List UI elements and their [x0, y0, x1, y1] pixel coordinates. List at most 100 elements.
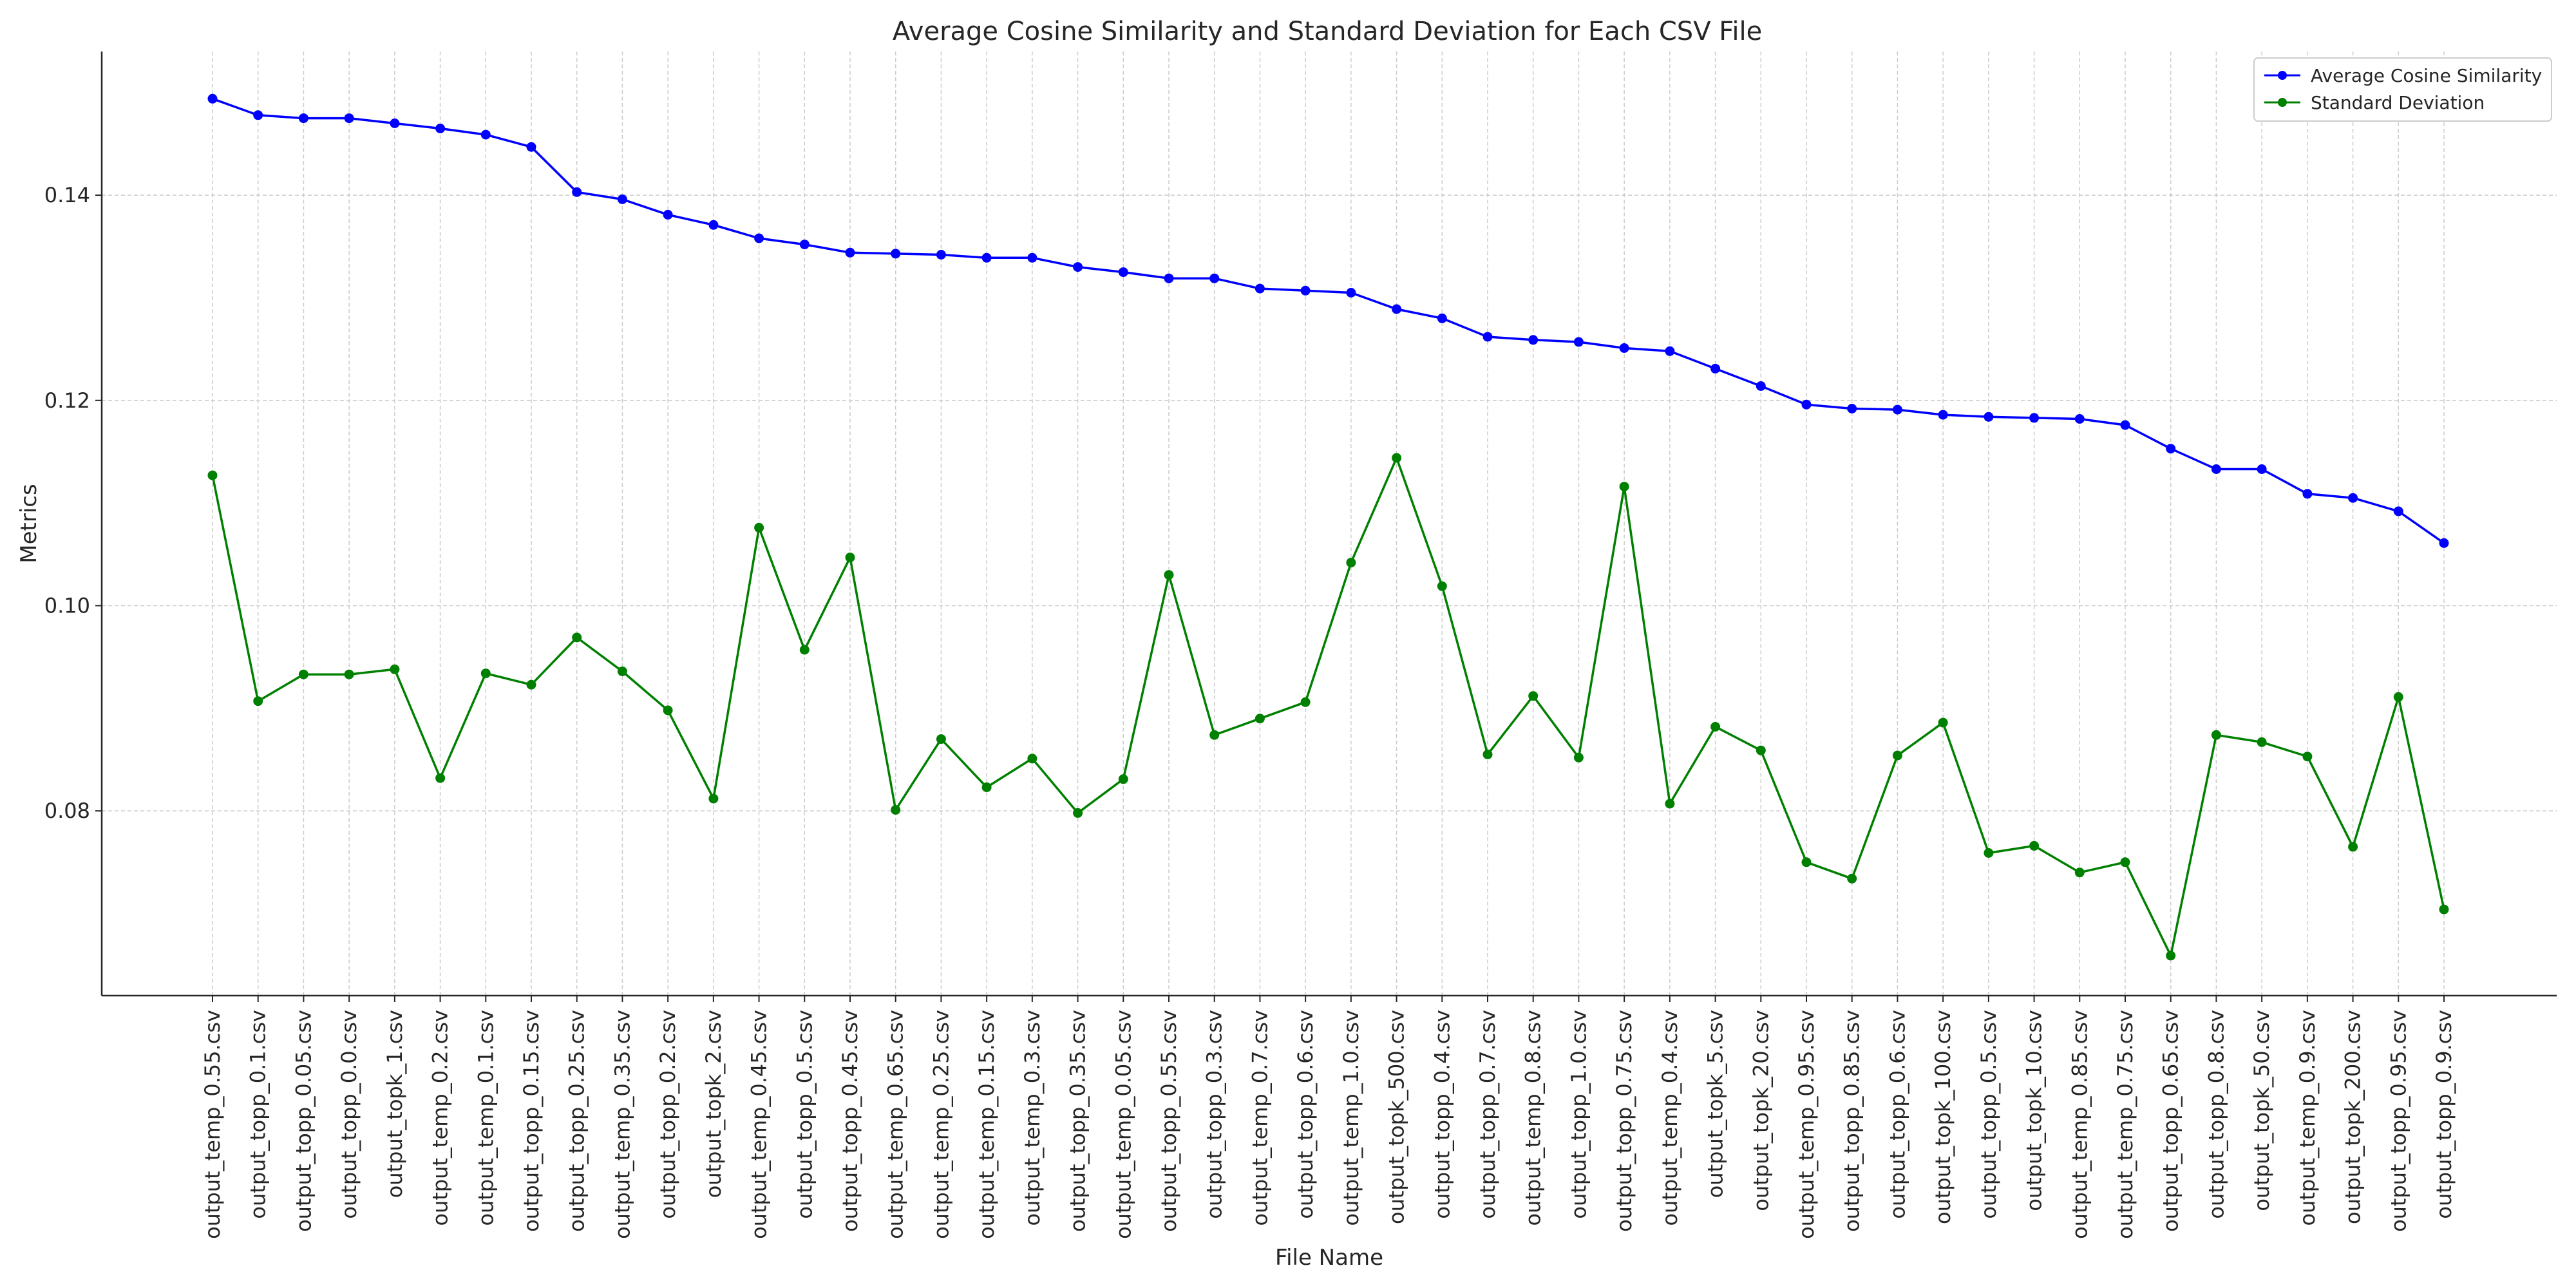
data-point-cosine [2211, 464, 2221, 474]
data-point-std [2074, 867, 2085, 878]
data-point-std [526, 679, 536, 690]
data-point-cosine [708, 220, 719, 230]
x-tick-label: output_topp_0.95.csv [2386, 1010, 2410, 1232]
legend-marker-cosine [2278, 71, 2287, 80]
data-point-std [845, 553, 855, 563]
x-tick-label: output_topp_0.85.csv [1840, 1010, 1864, 1232]
data-point-cosine [663, 209, 673, 220]
data-point-std [617, 667, 627, 676]
data-point-std [1756, 745, 1766, 755]
data-point-cosine [1619, 343, 1629, 353]
x-tick-label: output_topp_0.7.csv [1475, 1010, 1500, 1219]
legend-label-std: Standard Deviation [2311, 92, 2485, 113]
x-tick-label: output_topp_0.35.csv [1066, 1010, 1090, 1232]
x-tick-label: output_topp_0.25.csv [565, 1010, 589, 1232]
data-point-cosine [1847, 404, 1857, 413]
data-point-std [1938, 717, 1948, 728]
data-point-std [1392, 453, 1402, 463]
grid [102, 52, 2557, 996]
data-point-cosine [1756, 381, 1766, 391]
data-point-cosine [344, 113, 354, 124]
x-tick-label: output_temp_0.9.csv [2295, 1010, 2320, 1226]
data-point-cosine [799, 240, 810, 250]
data-point-std [2029, 840, 2040, 851]
data-point-cosine [981, 252, 992, 263]
x-tick-label: output_topk_1.csv [383, 1010, 407, 1198]
legend-marker-std [2278, 98, 2287, 107]
legend-box [2253, 57, 2552, 122]
data-point-std [663, 705, 673, 715]
data-point-std [1255, 714, 1265, 724]
data-point-cosine [572, 187, 582, 197]
data-point-std [1710, 722, 1721, 732]
x-tick-label: output_topk_5.csv [1703, 1010, 1728, 1198]
data-point-cosine [207, 93, 218, 104]
data-point-std [981, 782, 992, 792]
x-tick-label: output_topp_0.6.csv [1885, 1010, 1909, 1219]
x-axis-label: File Name [1275, 1245, 1383, 1271]
data-point-cosine [1209, 273, 1220, 283]
x-tick-label: output_temp_0.85.csv [2067, 1010, 2092, 1239]
x-tick-label: output_temp_0.95.csv [1794, 1010, 1819, 1239]
data-point-std [1665, 799, 1675, 809]
data-point-cosine [2439, 538, 2449, 548]
data-point-std [1164, 570, 1174, 580]
legend: Average Cosine Similarity Standard Devia… [2253, 57, 2552, 122]
data-point-std [891, 805, 901, 815]
x-tick-label: output_topk_500.csv [1385, 1010, 1409, 1224]
x-tick-label: output_topp_0.45.csv [838, 1010, 862, 1232]
data-point-std [708, 793, 719, 804]
data-point-std [1892, 750, 1902, 761]
x-tick-label: output_topp_0.1.csv [246, 1010, 270, 1219]
x-tick-label: output_temp_0.3.csv [1020, 1010, 1045, 1226]
data-point-std [799, 645, 810, 655]
data-point-std [2120, 857, 2130, 867]
data-point-cosine [936, 250, 946, 260]
x-tick-label: output_topp_0.4.csv [1430, 1010, 1454, 1219]
x-tick-label: output_topk_200.csv [2341, 1010, 2365, 1224]
data-point-std [1346, 558, 1356, 568]
x-tick-label: output_topp_0.2.csv [656, 1010, 680, 1219]
y-tick-label: 0.08 [44, 799, 90, 823]
data-point-std [207, 470, 218, 480]
data-point-std [1573, 752, 1584, 762]
data-point-std [1073, 808, 1083, 818]
data-point-std [1528, 691, 1539, 701]
x-tick-label: output_topp_0.65.csv [2159, 1010, 2183, 1232]
data-point-cosine [2166, 444, 2176, 454]
data-point-std [754, 522, 764, 533]
x-tick-label: output_temp_0.2.csv [428, 1010, 453, 1226]
chart-title: Average Cosine Similarity and Standard D… [893, 17, 1762, 46]
data-point-cosine [298, 113, 308, 124]
x-tick-label: output_topp_0.5.csv [792, 1010, 817, 1219]
data-point-cosine [1710, 363, 1721, 374]
x-tick-label: output_temp_0.05.csv [1111, 1010, 1135, 1239]
data-point-std [390, 664, 400, 674]
data-point-std [572, 632, 582, 643]
x-tick-label: output_temp_0.35.csv [610, 1010, 634, 1239]
data-point-std [2393, 692, 2403, 702]
data-point-std [1300, 697, 1311, 707]
data-point-cosine [1164, 273, 1174, 283]
data-point-std [1619, 482, 1629, 492]
x-tick-label: output_temp_0.65.csv [884, 1010, 908, 1239]
data-point-cosine [2074, 414, 2085, 424]
x-tick-label: output_temp_0.4.csv [1658, 1010, 1682, 1226]
x-tick-label: output_temp_0.55.csv [200, 1010, 225, 1239]
data-point-cosine [1482, 332, 1493, 342]
data-point-cosine [1437, 313, 1447, 323]
data-point-std [1437, 581, 1447, 591]
legend-label-cosine: Average Cosine Similarity [2311, 65, 2542, 86]
data-point-cosine [526, 142, 536, 152]
data-point-std [1801, 857, 1812, 867]
data-point-std [2257, 737, 2267, 747]
data-point-std [435, 773, 446, 783]
data-point-std [480, 668, 491, 679]
data-point-std [1118, 774, 1128, 784]
data-point-cosine [390, 118, 400, 128]
x-tick-label: output_topk_100.csv [1931, 1010, 1955, 1224]
data-point-std [1027, 753, 1037, 764]
data-point-cosine [1073, 262, 1083, 272]
data-point-cosine [1255, 283, 1265, 294]
